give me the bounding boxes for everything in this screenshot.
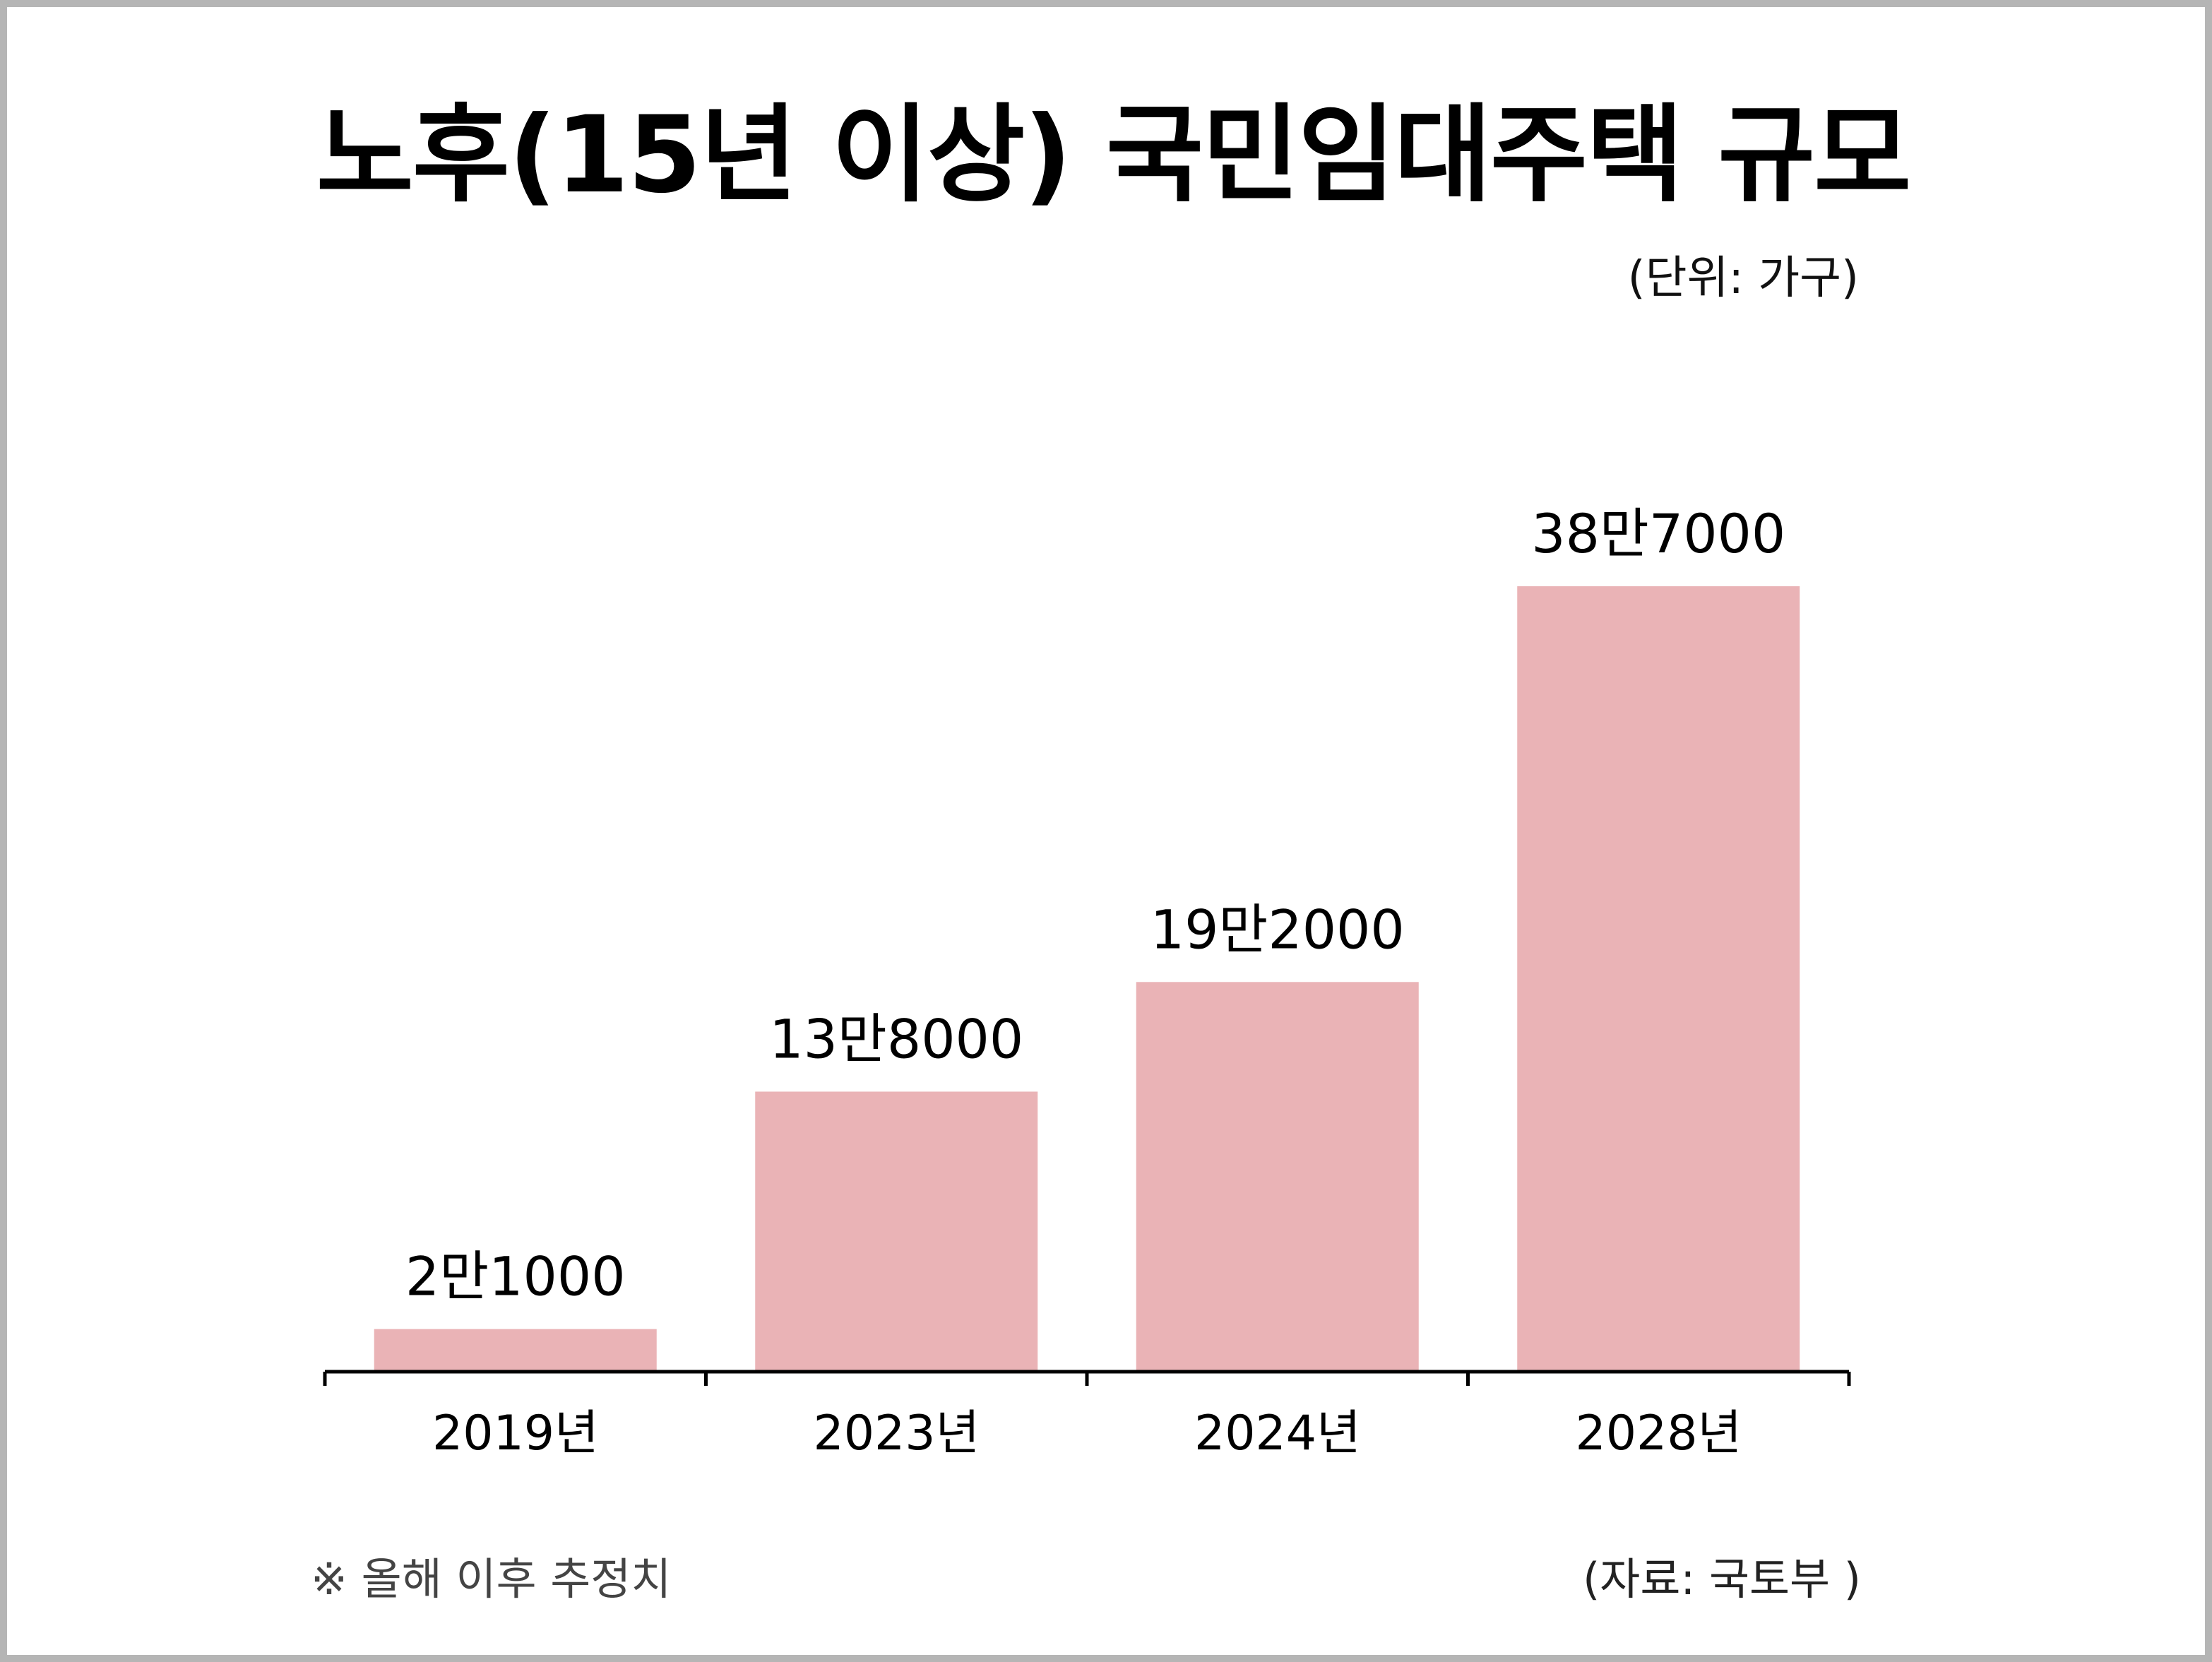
chart-title: 노후(15년 이상) 국민임대주택 규모 [316,94,1912,217]
x-tick-label: 2028년 [1575,1406,1742,1461]
bar-2023년 [755,1091,1038,1372]
bar-chart: 2만1000 2019년 13만8000 2023년 19만2000 2024년 38만70… [323,502,1851,1461]
data-label: 19만2000 [1150,898,1405,961]
data-label: 13만8000 [769,1007,1023,1070]
unit-label: (단위: 가구) [1627,252,1859,304]
data-label: 38만7000 [1531,502,1785,565]
bar-2028년 [1517,586,1800,1372]
x-tick-label: 2019년 [432,1406,599,1461]
footnote: ※ 올해 이후 추정치 [311,1553,672,1605]
data-label: 2만1000 [405,1245,626,1308]
bar-2024년 [1136,982,1419,1372]
bar-2019년 [374,1329,657,1372]
x-tick-label: 2024년 [1194,1406,1361,1461]
x-tick-label: 2023년 [813,1406,980,1461]
source-note: (자료: 국토부 ) [1583,1553,1861,1605]
